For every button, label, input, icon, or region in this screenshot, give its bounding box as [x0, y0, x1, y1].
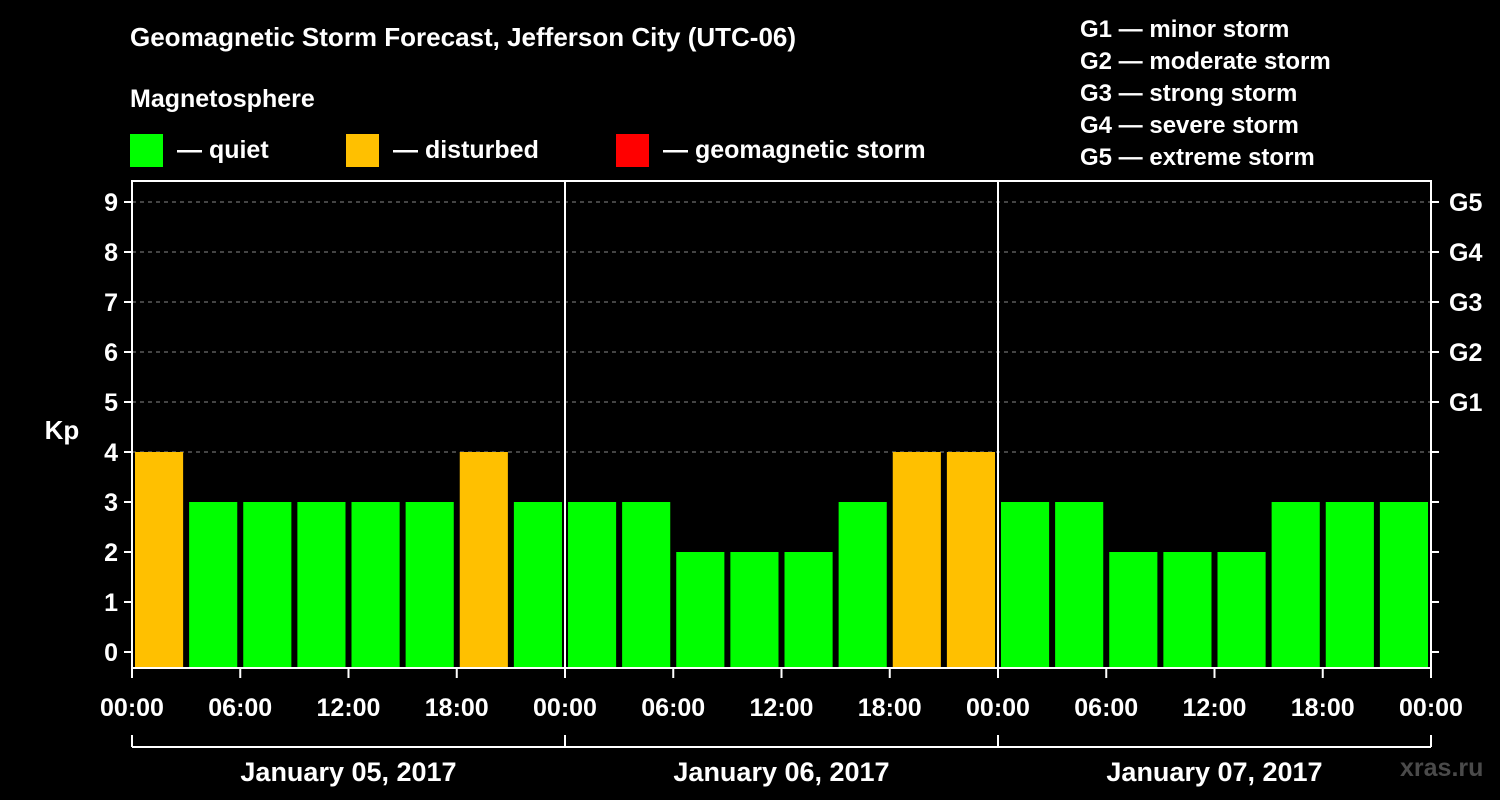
bar-5 — [405, 502, 454, 668]
day-label-1: January 06, 2017 — [673, 757, 889, 787]
y-tick-label-6: 6 — [104, 339, 118, 367]
y-tick-label-4: 4 — [104, 439, 118, 467]
legend-label-quiet: — quiet — [177, 135, 269, 164]
x-tick-label-5: 06:00 — [641, 694, 705, 722]
bar-13 — [838, 502, 887, 668]
bar-22 — [1325, 502, 1374, 668]
bar-19 — [1163, 552, 1212, 668]
bar-23 — [1379, 502, 1428, 668]
bar-16 — [1001, 502, 1050, 668]
legend-label-disturbed: — disturbed — [393, 135, 539, 164]
watermark: xras.ru — [1400, 754, 1484, 782]
y-tick-label-5: 5 — [104, 389, 118, 417]
bar-0 — [135, 452, 184, 668]
bar-7 — [513, 502, 562, 668]
bar-1 — [189, 502, 238, 668]
bar-17 — [1055, 502, 1104, 668]
x-tick-label-7: 18:00 — [858, 694, 922, 722]
y-tick-label-9: 9 — [104, 189, 118, 217]
bar-9 — [622, 502, 671, 668]
bar-21 — [1271, 502, 1320, 668]
y-tick-label-2: 2 — [104, 539, 118, 567]
grid-lines — [132, 201, 1431, 453]
bar-15 — [946, 452, 995, 668]
y-axis-label: Kp — [45, 415, 80, 445]
x-tick-label-12: 00:00 — [1399, 694, 1463, 722]
legend-item-disturbed: — disturbed — [346, 132, 539, 168]
x-tick-label-2: 12:00 — [317, 694, 381, 722]
bar-4 — [351, 502, 400, 668]
x-tick-label-3: 18:00 — [425, 694, 489, 722]
bar-8 — [568, 502, 617, 668]
y-tick-label-0: 0 — [104, 639, 118, 667]
x-tick-label-1: 06:00 — [208, 694, 272, 722]
legend-heading: Magnetosphere — [130, 85, 315, 113]
g-scale-g3: G3 — strong storm — [1080, 80, 1298, 107]
bar-12 — [784, 552, 833, 668]
x-tick-label-0: 00:00 — [100, 694, 164, 722]
y-tick-label-7: 7 — [104, 289, 118, 317]
axis-labels: 0 1 2 3 4 5 6 7 8 9 G1 G2 G3 G4 G5 Kp 00:00 06:00 12:00 18:… — [45, 189, 1483, 787]
right-tick-label-G2: G2 — [1449, 339, 1482, 367]
bar-10 — [676, 552, 725, 668]
legend-swatch-storm — [616, 133, 649, 167]
x-tick-label-9: 06:00 — [1074, 694, 1138, 722]
y-tick-label-3: 3 — [104, 489, 118, 517]
legend-swatch-disturbed — [346, 133, 379, 167]
bar-20 — [1217, 552, 1266, 668]
bar-6 — [459, 452, 508, 668]
g-scale-legend: G1 — minor storm G2 — moderate storm G3 … — [1080, 14, 1331, 174]
y-tick-label-1: 1 — [104, 589, 118, 617]
right-tick-label-G4: G4 — [1449, 239, 1482, 267]
legend-label-storm: — geomagnetic storm — [663, 135, 926, 164]
axes — [124, 180, 1439, 748]
x-tick-label-8: 00:00 — [966, 694, 1030, 722]
legend-swatch-quiet — [130, 133, 163, 167]
g-scale-g5: G5 — extreme storm — [1080, 144, 1315, 171]
y-tick-label-8: 8 — [104, 239, 118, 267]
g-scale-g2: G2 — moderate storm — [1080, 48, 1331, 75]
bar-11 — [730, 552, 779, 668]
legend-item-storm: — geomagnetic storm — [616, 132, 926, 168]
right-tick-label-G3: G3 — [1449, 289, 1482, 317]
day-label-0: January 05, 2017 — [240, 757, 456, 787]
right-tick-label-G1: G1 — [1449, 389, 1482, 417]
right-tick-label-G5: G5 — [1449, 189, 1482, 217]
x-tick-label-4: 00:00 — [533, 694, 597, 722]
chart-title: Geomagnetic Storm Forecast, Jefferson Ci… — [130, 22, 797, 52]
bar-3 — [297, 502, 346, 668]
bars — [135, 452, 1428, 668]
legend-item-quiet: — quiet — [130, 132, 269, 168]
bar-2 — [243, 502, 292, 668]
g-scale-g1: G1 — minor storm — [1080, 16, 1290, 43]
g-scale-g4: G4 — severe storm — [1080, 112, 1299, 139]
x-tick-label-11: 18:00 — [1291, 694, 1355, 722]
x-tick-label-6: 12:00 — [750, 694, 814, 722]
bar-18 — [1109, 552, 1158, 668]
day-label-2: January 07, 2017 — [1106, 757, 1322, 787]
bar-14 — [892, 452, 941, 668]
x-tick-label-10: 12:00 — [1183, 694, 1247, 722]
